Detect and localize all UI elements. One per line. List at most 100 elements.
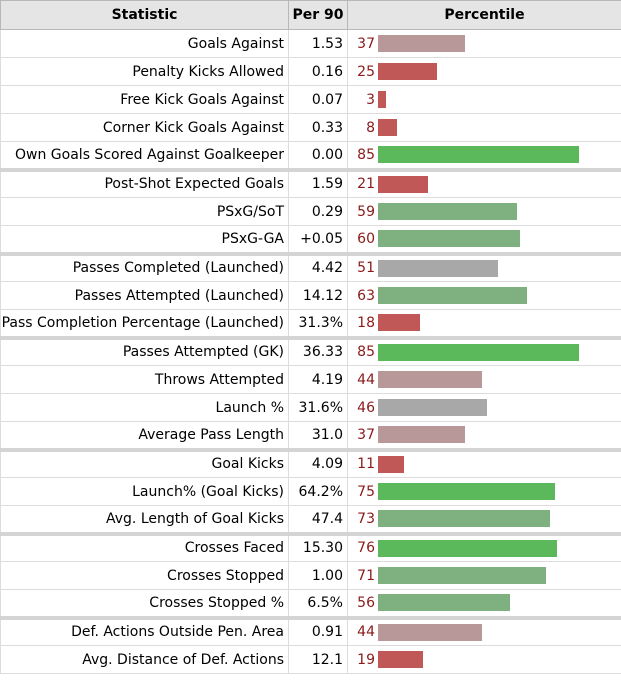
percentile-bar xyxy=(378,539,557,557)
stat-name: Average Pass Length xyxy=(0,421,289,450)
percentile-wrap: 73 xyxy=(348,506,621,532)
per90-value: 31.6% xyxy=(288,393,348,422)
per90-value: 6.5% xyxy=(288,589,348,618)
percentile-cell: 25 xyxy=(347,57,621,86)
per90-value: 1.00 xyxy=(288,561,348,590)
percentile-value: 73 xyxy=(357,510,375,527)
table-row: Crosses Stopped 1.00 71 xyxy=(0,561,621,590)
per90-value: +0.05 xyxy=(288,225,348,254)
percentile-value: 85 xyxy=(357,344,375,361)
percentile-cell: 63 xyxy=(347,281,621,310)
percentile-bar xyxy=(378,510,550,528)
percentile-value: 25 xyxy=(357,63,375,80)
stat-name: Passes Completed (Launched) xyxy=(0,251,289,282)
stat-name: PSxG/SoT xyxy=(0,197,289,226)
percentile-bar xyxy=(378,371,482,388)
percentile-wrap: 51 xyxy=(348,256,621,282)
per90-value: 1.59 xyxy=(288,167,348,198)
per90-value: 47.4 xyxy=(288,505,348,534)
header-percentile[interactable]: Percentile xyxy=(347,0,621,30)
per90-value: 1.53 xyxy=(288,29,348,58)
percentile-wrap: 59 xyxy=(348,198,621,225)
table-row: Free Kick Goals Against 0.07 3 xyxy=(0,85,621,114)
stat-name: Def. Actions Outside Pen. Area xyxy=(0,615,289,646)
percentile-value: 51 xyxy=(357,260,375,277)
percentile-bar xyxy=(378,91,386,108)
percentile-cell: 73 xyxy=(347,505,621,534)
percentile-bar xyxy=(378,623,482,641)
percentile-value: 60 xyxy=(357,230,375,247)
percentile-cell: 8 xyxy=(347,113,621,142)
percentile-wrap: 11 xyxy=(348,452,621,478)
percentile-wrap: 85 xyxy=(348,142,621,168)
per90-value: 4.09 xyxy=(288,447,348,478)
table-row: Crosses Stopped % 6.5% 56 xyxy=(0,589,621,618)
percentile-bar xyxy=(378,455,404,473)
per90-value: 0.91 xyxy=(288,615,348,646)
percentile-value: 3 xyxy=(366,91,375,108)
table-row: Average Pass Length 31.0 37 xyxy=(0,421,621,450)
percentile-value: 37 xyxy=(357,35,375,52)
per90-value: 0.00 xyxy=(288,141,348,170)
per90-value: 0.16 xyxy=(288,57,348,86)
stat-name: Crosses Stopped xyxy=(0,561,289,590)
percentile-cell: 37 xyxy=(347,421,621,450)
percentile-bar xyxy=(378,146,579,164)
percentile-bar xyxy=(378,35,465,52)
percentile-cell: 18 xyxy=(347,309,621,338)
table-row: Launch% (Goal Kicks) 64.2% 75 xyxy=(0,477,621,506)
percentile-value: 21 xyxy=(357,176,375,193)
percentile-value: 85 xyxy=(357,146,375,163)
per90-value: 31.3% xyxy=(288,309,348,338)
percentile-value: 8 xyxy=(366,119,375,136)
stat-name: Crosses Stopped % xyxy=(0,589,289,618)
percentile-bar xyxy=(378,259,498,277)
percentile-bar xyxy=(378,567,546,584)
percentile-bar xyxy=(378,343,579,361)
percentile-wrap: 75 xyxy=(348,478,621,505)
percentile-wrap: 21 xyxy=(348,172,621,198)
percentile-cell: 56 xyxy=(347,589,621,618)
stat-name: Throws Attempted xyxy=(0,365,289,394)
percentile-cell: 76 xyxy=(347,531,621,562)
table-row: Passes Attempted (GK) 36.33 85 xyxy=(0,335,621,366)
per90-value: 15.30 xyxy=(288,531,348,562)
percentile-cell: 71 xyxy=(347,561,621,590)
stat-name: Passes Attempted (Launched) xyxy=(0,281,289,310)
stat-name: Crosses Faced xyxy=(0,531,289,562)
percentile-value: 63 xyxy=(357,287,375,304)
percentile-value: 59 xyxy=(357,203,375,220)
header-row: Statistic Per 90 Percentile xyxy=(0,0,621,30)
table-body: Goals Against 1.53 37 Penalty Kicks Allowed… xyxy=(0,29,621,674)
percentile-cell: 46 xyxy=(347,393,621,422)
percentile-wrap: 76 xyxy=(348,536,621,562)
percentile-bar xyxy=(378,399,487,416)
percentile-wrap: 44 xyxy=(348,620,621,646)
percentile-bar xyxy=(378,230,520,248)
table-row: Goals Against 1.53 37 xyxy=(0,29,621,58)
stat-name: Free Kick Goals Against xyxy=(0,85,289,114)
stat-name: Pass Completion Percentage (Launched) xyxy=(0,309,289,338)
table-row: Throws Attempted 4.19 44 xyxy=(0,365,621,394)
percentile-bar xyxy=(378,175,428,193)
percentile-value: 11 xyxy=(357,456,375,473)
percentile-wrap: 56 xyxy=(348,590,621,616)
percentile-value: 18 xyxy=(357,314,375,331)
header-per90[interactable]: Per 90 xyxy=(288,0,348,30)
stat-name: PSxG-GA xyxy=(0,225,289,254)
percentile-bar xyxy=(378,287,527,304)
percentile-cell: 75 xyxy=(347,477,621,506)
percentile-cell: 59 xyxy=(347,197,621,226)
percentile-wrap: 8 xyxy=(348,114,621,141)
percentile-value: 76 xyxy=(357,540,375,557)
header-statistic[interactable]: Statistic xyxy=(0,0,289,30)
percentile-cell: 60 xyxy=(347,225,621,254)
stat-name: Own Goals Scored Against Goalkeeper xyxy=(0,141,289,170)
stat-name: Goals Against xyxy=(0,29,289,58)
percentile-cell: 19 xyxy=(347,645,621,674)
table-row: Def. Actions Outside Pen. Area 0.91 44 xyxy=(0,615,621,646)
percentile-value: 75 xyxy=(357,483,375,500)
table-row: Post-Shot Expected Goals 1.59 21 xyxy=(0,167,621,198)
per90-value: 64.2% xyxy=(288,477,348,506)
table-row: Avg. Distance of Def. Actions 12.1 19 xyxy=(0,645,621,674)
